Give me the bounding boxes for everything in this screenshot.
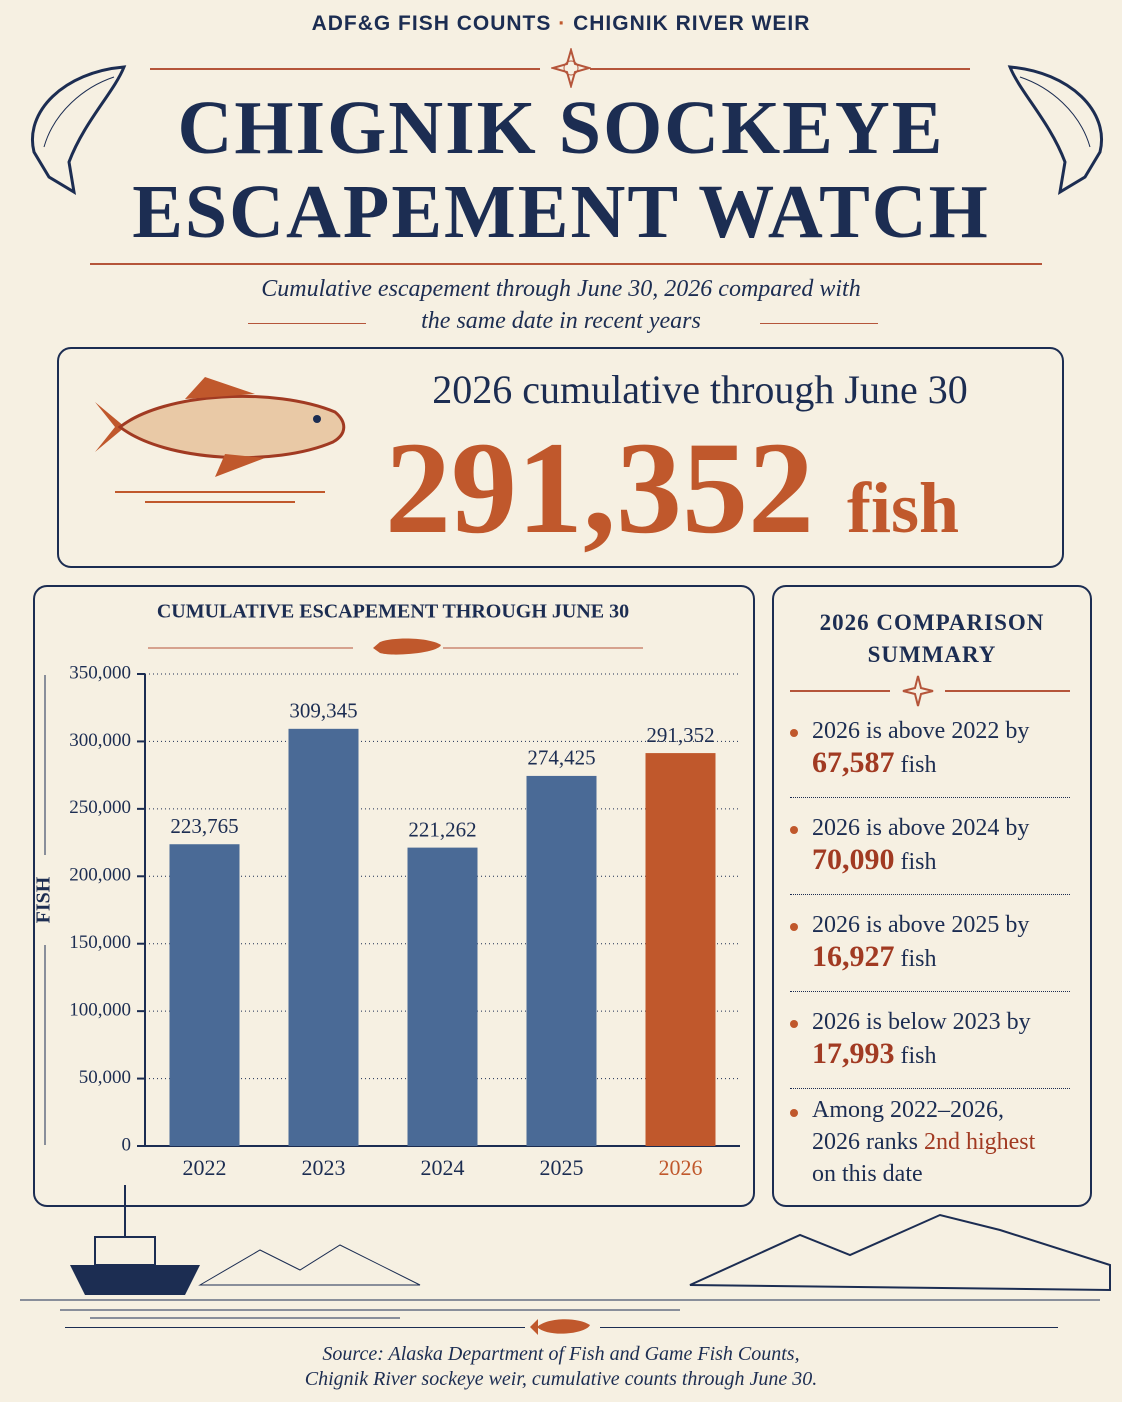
summary-amount-row: 16,927 fish xyxy=(812,941,1072,975)
y-axis-title: FISH xyxy=(33,876,55,923)
small-fish xyxy=(530,1319,590,1335)
summary-lead: 2026 is above 2022 by xyxy=(812,718,1030,744)
divider xyxy=(790,894,1070,895)
hero-unit: fish xyxy=(847,468,960,548)
summary-unit: fish xyxy=(900,946,937,972)
divider xyxy=(790,991,1070,992)
bullet xyxy=(790,923,798,931)
small-fish xyxy=(373,638,441,655)
ranking-line: on this date xyxy=(812,1161,923,1187)
summary-amount: 67,587 xyxy=(812,746,895,779)
summary-title: 2026 COMPARISON SUMMARY xyxy=(772,607,1092,671)
title: CHIGNIK SOCKEYE xyxy=(177,86,945,170)
compass xyxy=(902,675,934,707)
x-tick-label: 2026 xyxy=(659,1155,703,1180)
y-tick-label: 200,000 xyxy=(69,865,131,886)
summary-title-line: SUMMARY xyxy=(867,642,997,667)
source: Chignik River sockeye weir, cumulative c… xyxy=(304,1368,818,1390)
summary-amount: 70,090 xyxy=(812,843,895,876)
summary-amount-row: 17,993 fish xyxy=(812,1038,1072,1072)
chart: CUMULATIVE ESCAPEMENT THROUGH JUNE 30 0 5… xyxy=(33,601,740,1180)
landscape xyxy=(20,1185,1111,1319)
summary-unit: fish xyxy=(900,752,937,778)
hero-box xyxy=(57,347,1064,568)
summary-amount-row: 67,587 fish xyxy=(812,747,1072,781)
summary-item: 2026 is above 2025 by 16,927 fish xyxy=(812,909,1072,975)
bar xyxy=(407,847,478,1146)
ranking-highlight: 2nd highest xyxy=(923,1129,1036,1155)
kicker: ADF&G FISH COUNTS · CHIGNIK RIVER WEIR xyxy=(311,12,811,35)
summary-unit: fish xyxy=(900,849,937,875)
jumping-fish xyxy=(1007,65,1103,195)
summary-lead: 2026 is above 2024 by xyxy=(812,815,1030,841)
bar xyxy=(169,844,240,1146)
summary-item: 2026 is below 2023 by 17,993 fish xyxy=(812,1006,1072,1072)
summary-unit: fish xyxy=(900,1043,937,1069)
divider xyxy=(790,1088,1070,1089)
summary-box xyxy=(772,585,1092,1207)
y-tick-label: 150,000 xyxy=(69,932,131,953)
subtitle: the same date in recent years xyxy=(421,308,701,334)
y-tick-label: 0 xyxy=(122,1134,132,1155)
value-label: 309,345 xyxy=(289,699,357,723)
bar xyxy=(526,775,597,1146)
summary-amount: 16,927 xyxy=(812,940,895,973)
summary-item: 2026 is above 2024 by 70,090 fish xyxy=(812,812,1072,878)
bullet xyxy=(790,1020,798,1028)
y-tick-label: 350,000 xyxy=(69,662,131,683)
value-label: 274,425 xyxy=(527,746,595,770)
chart-title: CUMULATIVE ESCAPEMENT THROUGH JUNE 30 xyxy=(157,601,629,623)
compass xyxy=(551,48,591,88)
hero-figure: 291,352 fish xyxy=(385,418,959,578)
value-label: 291,352 xyxy=(646,723,714,747)
hero-value: 291,352 xyxy=(385,414,814,561)
bullet xyxy=(790,729,798,737)
hero-label: 2026 cumulative through June 30 xyxy=(432,367,968,412)
ranking-line: 2026 ranks xyxy=(812,1129,918,1155)
ranking: Among 2022–2026, 2026 ranks 2nd highest on… xyxy=(812,1094,1072,1190)
summary-lead: 2026 is above 2025 by xyxy=(812,912,1030,938)
x-tick-label: 2025 xyxy=(540,1155,584,1180)
value-label: 221,262 xyxy=(408,817,476,841)
salmon-illustration xyxy=(95,377,346,503)
bar xyxy=(288,728,359,1146)
bullet xyxy=(790,826,798,834)
divider xyxy=(790,797,1070,798)
x-tick-label: 2024 xyxy=(421,1155,465,1180)
subtitle: Cumulative escapement through June 30, 2… xyxy=(261,276,861,302)
jumping-fish xyxy=(31,65,127,195)
summary-title-line: 2026 COMPARISON xyxy=(819,610,1045,635)
y-tick-label: 250,000 xyxy=(69,797,131,818)
title: ESCAPEMENT WATCH xyxy=(132,170,990,254)
value-label: 223,765 xyxy=(170,814,238,838)
kicker-right: CHIGNIK RIVER WEIR xyxy=(573,12,811,35)
summary-amount-row: 70,090 fish xyxy=(812,844,1072,878)
kicker-left: ADF&G FISH COUNTS xyxy=(311,12,552,35)
summary-item: 2026 is above 2022 by 67,587 fish xyxy=(812,715,1072,781)
bar xyxy=(645,753,716,1146)
y-tick-label: 50,000 xyxy=(79,1067,131,1088)
x-tick-label: 2022 xyxy=(183,1155,227,1180)
y-tick-label: 300,000 xyxy=(69,730,131,751)
summary-lead: 2026 is below 2023 by xyxy=(812,1009,1031,1035)
source: Source: Alaska Department of Fish and Ga… xyxy=(322,1343,800,1365)
summary-amount: 17,993 xyxy=(812,1037,895,1070)
chart-box xyxy=(33,585,755,1207)
y-tick-label: 100,000 xyxy=(69,1000,131,1021)
ranking-line: Among 2022–2026, xyxy=(812,1097,1004,1123)
x-tick-label: 2023 xyxy=(302,1155,346,1180)
